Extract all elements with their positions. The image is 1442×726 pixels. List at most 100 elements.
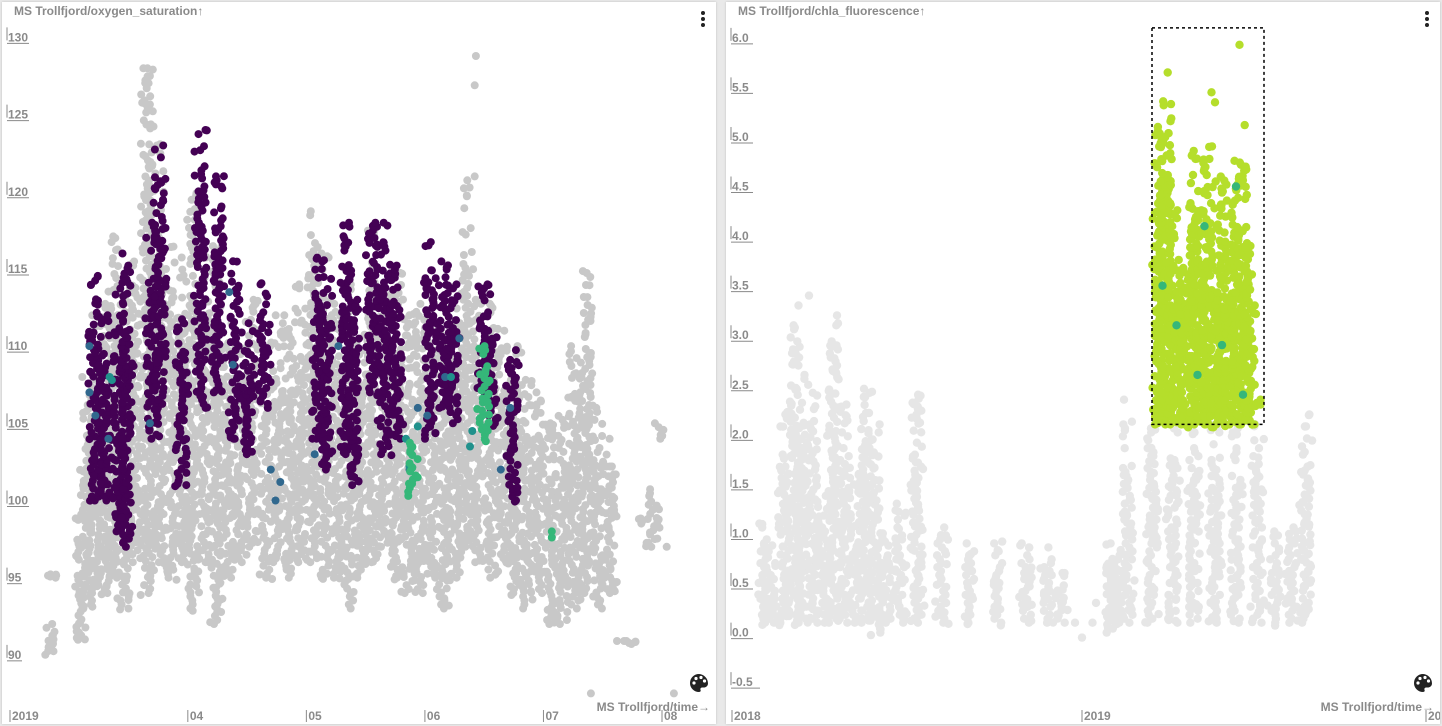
data-point [364, 542, 373, 551]
data-point [269, 367, 278, 375]
data-point [191, 440, 199, 449]
data-point [140, 563, 149, 572]
data-point [576, 358, 585, 367]
data-point [435, 580, 444, 589]
data-point [274, 484, 282, 493]
data-point [528, 595, 537, 604]
data-point [576, 404, 585, 413]
data-point [568, 495, 576, 504]
data-point [146, 158, 155, 166]
data-point [609, 557, 618, 566]
data-point [365, 514, 374, 523]
data-point [402, 390, 411, 399]
data-point [401, 403, 410, 412]
data-point [187, 254, 196, 263]
data-point [530, 443, 539, 451]
data-point [242, 530, 251, 539]
data-point [276, 410, 285, 419]
data-point [213, 594, 222, 603]
data-point [631, 637, 640, 646]
data-point [554, 431, 563, 440]
data-point [140, 190, 149, 199]
data-point [167, 243, 176, 251]
data-point [399, 295, 407, 304]
data-point [402, 540, 411, 549]
data-point [97, 565, 106, 574]
data-point [262, 536, 271, 545]
data-point [185, 336, 194, 345]
data-point [304, 373, 313, 382]
data-point [208, 527, 216, 536]
data-point [392, 535, 401, 544]
data-point [375, 517, 384, 526]
data-point [654, 515, 663, 524]
data-point [156, 444, 165, 453]
data-point [210, 397, 219, 406]
data-point [422, 446, 431, 455]
data-point [122, 572, 131, 581]
data-point [467, 374, 476, 383]
oxygen-saturation-panel: 90 95 100 105 110 115 120 125 130 2019 04 05 06 07 08 … [2, 2, 716, 724]
data-point [445, 542, 454, 551]
data-point [541, 444, 550, 453]
data-point [113, 594, 122, 603]
data-point [111, 553, 120, 562]
data-point [565, 358, 574, 366]
data-point [328, 440, 337, 449]
data-point [216, 491, 225, 500]
data-point [271, 311, 280, 320]
data-point [280, 342, 288, 351]
data-point [103, 565, 112, 574]
data-point [511, 544, 520, 553]
data-point [257, 449, 266, 458]
data-point [551, 470, 560, 478]
data-point [108, 494, 117, 503]
data-point [331, 307, 340, 316]
data-point [496, 508, 505, 517]
data-point [342, 502, 351, 511]
data-point [581, 345, 590, 353]
data-point [197, 522, 206, 531]
data-point [139, 525, 148, 534]
data-point [643, 515, 652, 523]
data-point [158, 474, 167, 483]
data-point [494, 498, 503, 507]
data-point [285, 449, 294, 458]
data-point [108, 254, 117, 263]
data-point [296, 544, 305, 553]
data-point [252, 341, 261, 350]
data-point [498, 419, 507, 428]
data-point [234, 464, 242, 473]
data-point [146, 584, 155, 593]
data-point [397, 587, 406, 596]
data-point [160, 542, 169, 551]
data-point [227, 540, 236, 549]
data-point [195, 588, 203, 597]
data-point [466, 405, 475, 414]
data-point [468, 532, 477, 541]
data-point [446, 482, 455, 491]
data-point [650, 535, 659, 544]
data-point [437, 524, 446, 533]
data-point [109, 352, 118, 361]
data-point [79, 604, 88, 613]
data-point [194, 567, 203, 576]
data-point [494, 446, 503, 455]
data-point [71, 514, 80, 523]
data-point [362, 555, 371, 564]
data-point [542, 567, 551, 576]
data-point [481, 494, 490, 503]
data-point [136, 591, 145, 599]
data-point [469, 327, 477, 336]
data-point [183, 560, 192, 569]
data-point [605, 550, 614, 559]
data-point [461, 479, 470, 488]
data-point [85, 327, 94, 336]
data-point [285, 504, 294, 513]
data-point [276, 359, 285, 368]
data-point [168, 287, 177, 296]
data-point [365, 422, 374, 431]
data-point [411, 328, 420, 336]
data-point [285, 397, 294, 406]
